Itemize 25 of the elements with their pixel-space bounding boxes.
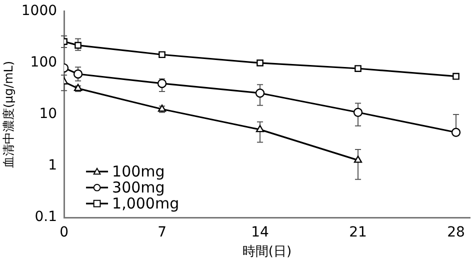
point — [353, 108, 363, 117]
point — [158, 51, 166, 58]
x-tick-label: 0 — [60, 224, 68, 241]
point — [73, 69, 83, 79]
point — [255, 88, 265, 98]
point — [157, 78, 167, 88]
y-tick-label: 100 — [30, 54, 58, 71]
x-tick-label: 28 — [447, 224, 465, 241]
point — [354, 156, 362, 163]
x-tick-label: 14 — [251, 224, 270, 241]
point — [256, 124, 264, 132]
y-tick-label: 1000 — [21, 3, 58, 20]
legend-label: 100mg — [112, 162, 165, 180]
y-tick-label: 1 — [48, 158, 58, 174]
point — [74, 42, 82, 49]
point — [354, 65, 362, 72]
y-axis-title: 血清中濃度(μg/mL) — [1, 60, 16, 168]
point — [451, 128, 461, 137]
y-tick-label: 10 — [39, 106, 58, 122]
x-tick-label: 7 — [158, 224, 166, 241]
x-tick-label: 21 — [349, 224, 367, 241]
x-axis-title: 時間(日) — [242, 244, 292, 260]
point — [256, 60, 264, 66]
y-tick-label: 0.1 — [34, 209, 58, 226]
point — [452, 72, 460, 80]
